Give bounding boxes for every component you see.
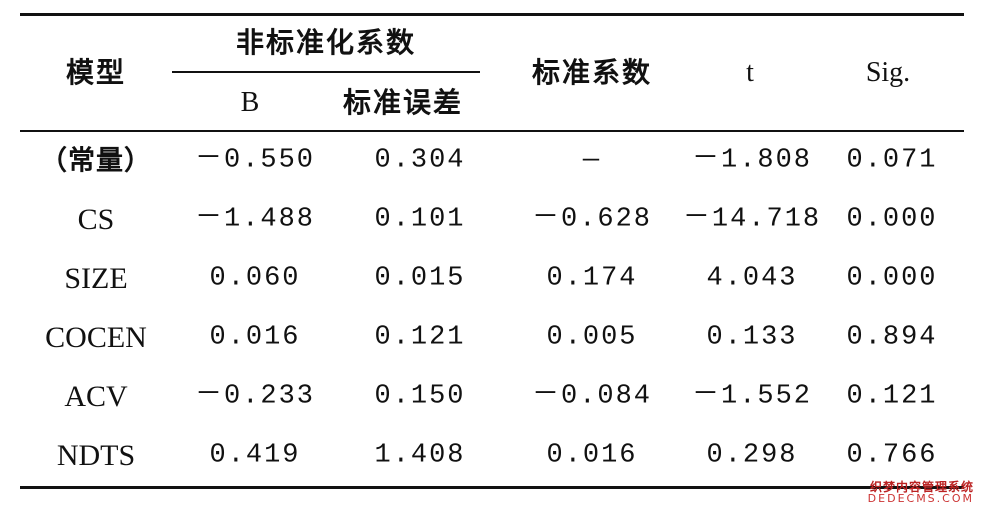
cell-t: 0.298 [706, 440, 798, 471]
cell-std-error: 0.121 [374, 322, 466, 353]
cell-b: 0.060 [209, 263, 301, 294]
cell-std-coef: 0.174 [546, 263, 638, 294]
header-standard-error: 标准误差 [342, 86, 464, 119]
watermark-text: 织梦内容管理系统 [869, 479, 974, 494]
header-standardized-coefficients: 标准系数 [531, 56, 653, 89]
cell-std-coef: －0.084 [531, 381, 653, 412]
header-bottom-rule [20, 130, 964, 132]
cell-sig: 0.071 [846, 145, 938, 176]
cell-std-error: 0.150 [374, 381, 466, 412]
cell-t: －1.808 [691, 145, 813, 176]
cell-b: 0.016 [209, 322, 301, 353]
cell-t: －14.718 [682, 204, 822, 235]
cell-t: －1.552 [691, 381, 813, 412]
cell-std-error: 0.015 [374, 263, 466, 294]
cell-std-coef: — [582, 145, 602, 176]
header-t: t [746, 57, 754, 88]
table-bottom-rule [20, 486, 964, 489]
cell-b: －0.233 [194, 381, 316, 412]
group-header-rule [172, 71, 480, 73]
cell-t: 0.133 [706, 322, 798, 353]
row-label-ndts: NDTS [56, 439, 136, 472]
header-sig: Sig. [865, 57, 911, 88]
header-unstandardized-coefficients: 非标准化系数 [235, 26, 417, 59]
cell-sig: 0.894 [846, 322, 938, 353]
row-label-size: SIZE [64, 262, 128, 295]
row-label-cocen: COCEN [45, 321, 147, 354]
row-label-constant: （常量） [40, 145, 152, 177]
watermark: 织梦内容管理系统 DEDECMS.COM [868, 481, 974, 505]
cell-std-coef: －0.628 [531, 204, 653, 235]
cell-b: －0.550 [194, 145, 316, 176]
table-top-rule [20, 13, 964, 16]
cell-sig: 0.766 [846, 440, 938, 471]
header-b: B [240, 87, 260, 118]
cell-std-coef: 0.016 [546, 440, 638, 471]
cell-std-error: 1.408 [374, 440, 466, 471]
cell-b: 0.419 [209, 440, 301, 471]
cell-std-error: 0.101 [374, 204, 466, 235]
row-label-acv: ACV [64, 380, 128, 413]
watermark-domain: DEDECMS.COM [867, 492, 974, 506]
cell-sig: 0.000 [846, 263, 938, 294]
cell-t: 4.043 [706, 263, 798, 294]
cell-b: －1.488 [194, 204, 316, 235]
cell-std-coef: 0.005 [546, 322, 638, 353]
cell-sig: 0.121 [846, 381, 938, 412]
row-label-cs: CS [77, 203, 115, 236]
cell-sig: 0.000 [846, 204, 938, 235]
header-model: 模型 [65, 56, 127, 89]
cell-std-error: 0.304 [374, 145, 466, 176]
